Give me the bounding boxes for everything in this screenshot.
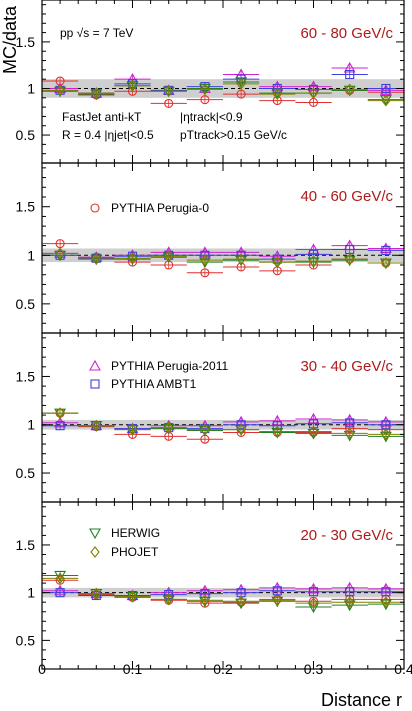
data-point — [55, 247, 65, 260]
x-tick-label: 0.1 — [123, 661, 143, 677]
pt-range-label: 20 - 30 GeV/c — [300, 527, 393, 544]
data-point — [272, 88, 283, 100]
pt-range-label: 30 - 40 GeV/c — [300, 358, 393, 375]
legend-label: HERWIG — [111, 526, 160, 540]
data-point — [200, 594, 210, 607]
x-tick-label: 0 — [38, 661, 46, 677]
data-point — [272, 256, 283, 268]
data-point — [200, 423, 210, 436]
data-point — [200, 83, 210, 96]
data-point — [163, 85, 174, 98]
data-point — [344, 83, 355, 96]
data-point — [308, 87, 319, 100]
panel-frames — [41, 0, 405, 670]
data-point — [236, 253, 246, 266]
data-point — [91, 419, 102, 432]
data-point — [236, 423, 246, 436]
x-tick-label: 0.4 — [394, 661, 412, 677]
legend-label: PYTHIA Perugia-2011 — [111, 359, 229, 373]
y-axis-label: MC/data — [0, 5, 20, 74]
data-point — [345, 587, 355, 597]
data-point — [308, 587, 319, 597]
data-point — [308, 255, 319, 267]
y-tick-label: 1 — [27, 417, 35, 433]
legend-label: PYTHIA AMBT1 — [111, 377, 197, 391]
data-point — [163, 250, 174, 263]
data-point — [381, 83, 391, 94]
data-point — [381, 245, 391, 255]
x-axis-label: Distance r — [321, 690, 402, 710]
x-tick-label: 0.3 — [304, 661, 324, 677]
data-point — [91, 587, 102, 600]
pt-range-label: 40 - 60 GeV/c — [300, 188, 393, 205]
pt-range-label: 60 - 80 GeV/c — [300, 25, 393, 42]
data-point — [381, 596, 391, 609]
y-tick-label: 0.5 — [16, 127, 36, 143]
y-tick-label: 1.5 — [16, 537, 36, 553]
chart-text: 0.5 1 1.5 60 - 80 GeV/c 0.5 1 1.5 40 - 60 GeV/c… — [16, 25, 412, 677]
collision-info: pp √s = 7 TeV — [60, 26, 133, 40]
track-eta-cut: |ηtrack|<0.9 — [180, 110, 243, 124]
data-point — [127, 590, 138, 603]
data-point — [381, 428, 391, 441]
data-point — [272, 425, 283, 438]
data-point — [200, 95, 210, 105]
data-point — [236, 89, 246, 99]
y-tick-label: 0.5 — [16, 632, 36, 648]
legend-marker — [89, 528, 101, 540]
y-tick-label: 1 — [27, 247, 35, 263]
data-point — [236, 77, 246, 90]
x-tick-label: 0.2 — [213, 661, 233, 677]
data-point — [381, 257, 391, 269]
data-point — [308, 597, 319, 610]
y-tick-label: 1 — [27, 585, 35, 601]
y-tick-label: 1.5 — [16, 199, 36, 215]
legend-marker — [90, 379, 100, 389]
legend-marker — [90, 203, 100, 213]
data-point — [163, 421, 174, 434]
data-point — [272, 594, 283, 607]
data-point — [381, 587, 391, 597]
data-point — [163, 593, 174, 606]
y-tick-label: 1 — [27, 80, 35, 96]
legend-label: PHOJET — [111, 545, 159, 559]
track-pt-cut: pTtrack>0.15 GeV/c — [180, 128, 287, 142]
data-point — [91, 87, 102, 100]
data-point — [200, 254, 210, 267]
y-tick-label: 0.5 — [16, 465, 36, 481]
data-point — [55, 421, 65, 431]
data-point — [344, 253, 355, 266]
data-point — [381, 94, 391, 107]
data-point — [55, 84, 65, 97]
data-point — [91, 253, 102, 266]
data-point — [379, 84, 392, 95]
data-point — [344, 596, 355, 609]
data-point — [236, 595, 246, 608]
y-tick-label: 1.5 — [16, 34, 36, 50]
y-tick-label: 0.5 — [16, 296, 36, 312]
data-points — [42, 61, 404, 614]
data-point — [55, 588, 65, 598]
data-point — [127, 79, 138, 92]
data-point — [345, 69, 355, 80]
y-tick-label: 1.5 — [16, 368, 36, 384]
data-point — [345, 418, 355, 428]
data-point — [200, 268, 210, 278]
data-point — [127, 252, 138, 265]
data-point — [127, 423, 138, 436]
data-point — [308, 425, 319, 438]
jet-radius-eta-cut: R = 0.4 |ηjet|<0.5 — [62, 128, 154, 142]
reference-lines — [42, 87, 404, 594]
data-point — [164, 98, 174, 108]
data-point — [344, 427, 355, 440]
data-point — [55, 407, 65, 420]
data-point — [55, 572, 65, 585]
legend-marker — [90, 546, 100, 558]
legend-label: PYTHIA Perugia-0 — [111, 201, 209, 215]
jet-algorithm-info: FastJet anti-kT — [62, 110, 142, 124]
legend-marker — [89, 359, 101, 371]
